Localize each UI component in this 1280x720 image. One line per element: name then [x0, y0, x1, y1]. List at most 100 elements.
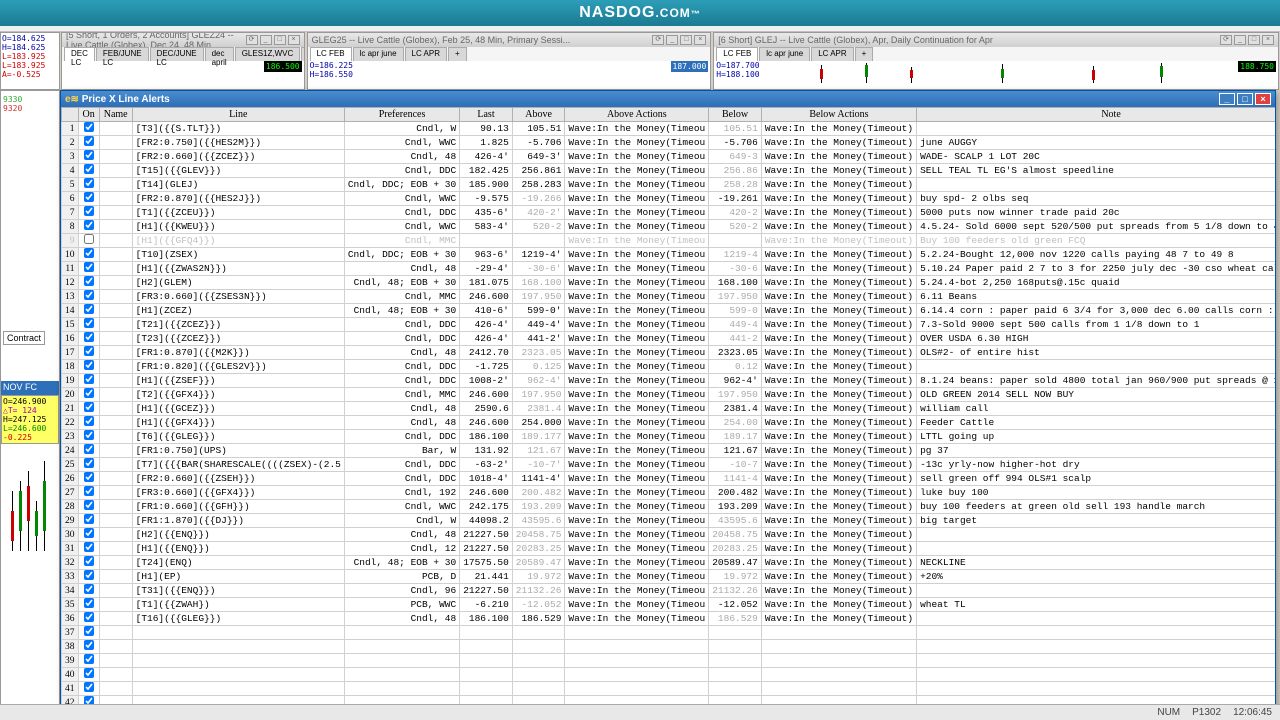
column-header[interactable]: Below Actions [761, 108, 916, 122]
table-row[interactable]: 38 [62, 640, 1276, 654]
chart-tab[interactable]: FEB/JUNE LC [96, 47, 149, 61]
chart-tab[interactable]: LC FEB [716, 47, 758, 61]
column-header[interactable] [62, 108, 79, 122]
column-header[interactable]: Below [709, 108, 762, 122]
chart-pane-2[interactable]: GLEG25 -- Live Cattle (Globex), Feb 25, … [307, 32, 712, 90]
table-row[interactable]: 14[H1](ZCEZ)Cndl, 48; EOB + 30410-6'599-… [62, 304, 1276, 318]
table-row[interactable]: 29[FR1:1.870]({{DJ}})Cndl, W44098.243595… [62, 514, 1276, 528]
chart-tab[interactable]: + [448, 47, 467, 61]
minimize-icon[interactable]: _ [260, 35, 272, 45]
row-checkbox[interactable] [84, 276, 94, 286]
row-checkbox[interactable] [84, 626, 94, 636]
row-checkbox[interactable] [84, 556, 94, 566]
row-checkbox[interactable] [84, 514, 94, 524]
chart-pane-1[interactable]: [5 Short, 1 Orders, 2 Accounts] GLEZ24 -… [61, 32, 305, 90]
close-button[interactable]: × [1255, 93, 1271, 105]
table-row[interactable]: 40 [62, 668, 1276, 682]
table-row[interactable]: 23[T6]({{GLEG}})Cndl, DDC186.100189.177W… [62, 430, 1276, 444]
minimize-icon[interactable]: _ [1234, 35, 1246, 45]
close-icon[interactable]: × [288, 35, 300, 45]
row-checkbox[interactable] [84, 500, 94, 510]
column-header[interactable]: On [78, 108, 99, 122]
column-header[interactable]: Line [132, 108, 344, 122]
row-checkbox[interactable] [84, 346, 94, 356]
table-row[interactable]: 36[T16]({{GLEG}})Cndl, 48186.100186.529W… [62, 612, 1276, 626]
row-checkbox[interactable] [84, 444, 94, 454]
maximize-icon[interactable]: □ [1248, 35, 1260, 45]
alerts-table[interactable]: OnNameLinePreferencesLastAboveAbove Acti… [61, 107, 1275, 717]
refresh-icon[interactable]: ⟳ [1220, 35, 1232, 45]
column-header[interactable]: Above [512, 108, 565, 122]
row-checkbox[interactable] [84, 304, 94, 314]
minimize-button[interactable]: _ [1219, 93, 1235, 105]
table-row[interactable]: 35[T1]({{ZWAH})PCB, WWC-6.210-12.052Wave… [62, 598, 1276, 612]
left-chart-pane[interactable]: 9330 9320 Contract NOV FC O=246.900 △T= … [0, 90, 60, 720]
chart-tab[interactable]: + [855, 47, 874, 61]
table-row[interactable]: 6[FR2:0.870]({{HES2J}})Cndl, WWC-9.575-1… [62, 192, 1276, 206]
contract-label[interactable]: Contract [3, 331, 45, 345]
row-checkbox[interactable] [84, 290, 94, 300]
row-checkbox[interactable] [84, 318, 94, 328]
refresh-icon[interactable]: ⟳ [246, 35, 258, 45]
chart-pane-3[interactable]: [6 Short] GLEJ -- Live Cattle (Globex), … [713, 32, 1279, 90]
row-checkbox[interactable] [84, 570, 94, 580]
table-row[interactable]: 25[T7]({{{BAR(SHARESCALE((((ZSEX)-(2.5Cn… [62, 458, 1276, 472]
table-row[interactable]: 10[T10](ZSEX)Cndl, DDC; EOB + 30963-6'12… [62, 248, 1276, 262]
table-row[interactable]: 32[T24](ENQ)Cndl, 48; EOB + 3017575.5020… [62, 556, 1276, 570]
chart-tab[interactable]: GLES1Z,WVC [235, 47, 301, 61]
table-row[interactable]: 11[H1]({{ZWAS2N}})Cndl, 48-29-4'-30-6'Wa… [62, 262, 1276, 276]
row-checkbox[interactable] [84, 234, 94, 244]
row-checkbox[interactable] [84, 192, 94, 202]
row-checkbox[interactable] [84, 122, 94, 132]
refresh-icon[interactable]: ⟳ [652, 35, 664, 45]
row-checkbox[interactable] [84, 430, 94, 440]
table-row[interactable]: 30[H2]({{ENQ}})Cndl, 4821227.5020458.75W… [62, 528, 1276, 542]
maximize-icon[interactable]: □ [274, 35, 286, 45]
column-header[interactable]: Above Actions [565, 108, 709, 122]
table-row[interactable]: 16[T23]({{ZCEZ}})Cndl, DDC426-4'441-2'Wa… [62, 332, 1276, 346]
chart-tab[interactable]: lc apr june [759, 47, 810, 61]
minimize-icon[interactable]: _ [666, 35, 678, 45]
column-header[interactable]: Note [917, 108, 1275, 122]
column-header[interactable]: Preferences [344, 108, 459, 122]
alerts-titlebar[interactable]: e≋ Price X Line Alerts _ □ × [61, 91, 1275, 107]
table-row[interactable]: 18[FR1:0.820]({{GLES2V}})Cndl, DDC-1.725… [62, 360, 1276, 374]
table-row[interactable]: 34[T31]({{ENQ}})Cndl, 9621227.5021132.26… [62, 584, 1276, 598]
row-checkbox[interactable] [84, 458, 94, 468]
row-checkbox[interactable] [84, 332, 94, 342]
row-checkbox[interactable] [84, 388, 94, 398]
table-row[interactable]: 15[T21]({{ZCEZ}})Cndl, DDC426-4'449-4'Wa… [62, 318, 1276, 332]
table-row[interactable]: 12[H2](GLEM)Cndl, 48; EOB + 30181.075168… [62, 276, 1276, 290]
table-row[interactable]: 20[T2]({{GFX4}})Cndl, MMC246.600197.950W… [62, 388, 1276, 402]
chart-tab[interactable]: + [301, 47, 304, 61]
row-checkbox[interactable] [84, 136, 94, 146]
table-row[interactable]: 4[T15]({{GLEV}})Cndl, DDC182.425256.861W… [62, 164, 1276, 178]
chart-tab[interactable]: dec april [205, 47, 234, 61]
row-checkbox[interactable] [84, 374, 94, 384]
chart-tab[interactable]: LC APR [405, 47, 447, 61]
row-checkbox[interactable] [84, 528, 94, 538]
row-checkbox[interactable] [84, 178, 94, 188]
chart-tab[interactable]: LC APR [811, 47, 853, 61]
row-checkbox[interactable] [84, 472, 94, 482]
row-checkbox[interactable] [84, 402, 94, 412]
alerts-grid[interactable]: OnNameLinePreferencesLastAboveAbove Acti… [61, 107, 1275, 717]
column-header[interactable]: Last [460, 108, 513, 122]
row-checkbox[interactable] [84, 584, 94, 594]
row-checkbox[interactable] [84, 612, 94, 622]
table-row[interactable]: 7[T1]({{ZCEU}})Cndl, DDC435-6'420-2'Wave… [62, 206, 1276, 220]
row-checkbox[interactable] [84, 542, 94, 552]
chart-tab[interactable]: DEC LC [64, 47, 95, 61]
table-row[interactable]: 8[H1]({{KWEU}})Cndl, WWC583-4'520-2Wave:… [62, 220, 1276, 234]
maximize-button[interactable]: □ [1237, 93, 1253, 105]
row-checkbox[interactable] [84, 682, 94, 692]
row-checkbox[interactable] [84, 206, 94, 216]
table-row[interactable]: 2[FR2:0.750]({{HES2M}})Cndl, WWC1.825-5.… [62, 136, 1276, 150]
row-checkbox[interactable] [84, 220, 94, 230]
table-row[interactable]: 9[H1]({{GFQ4}})Cndl, MMCWave:In the Mone… [62, 234, 1276, 248]
row-checkbox[interactable] [84, 248, 94, 258]
table-row[interactable]: 39 [62, 654, 1276, 668]
table-row[interactable]: 26[FR2:0.660]({{ZSEH}})Cndl, DDC1018-4'1… [62, 472, 1276, 486]
row-checkbox[interactable] [84, 486, 94, 496]
table-row[interactable]: 33[H1](EP)PCB, D21.44119.972Wave:In the … [62, 570, 1276, 584]
